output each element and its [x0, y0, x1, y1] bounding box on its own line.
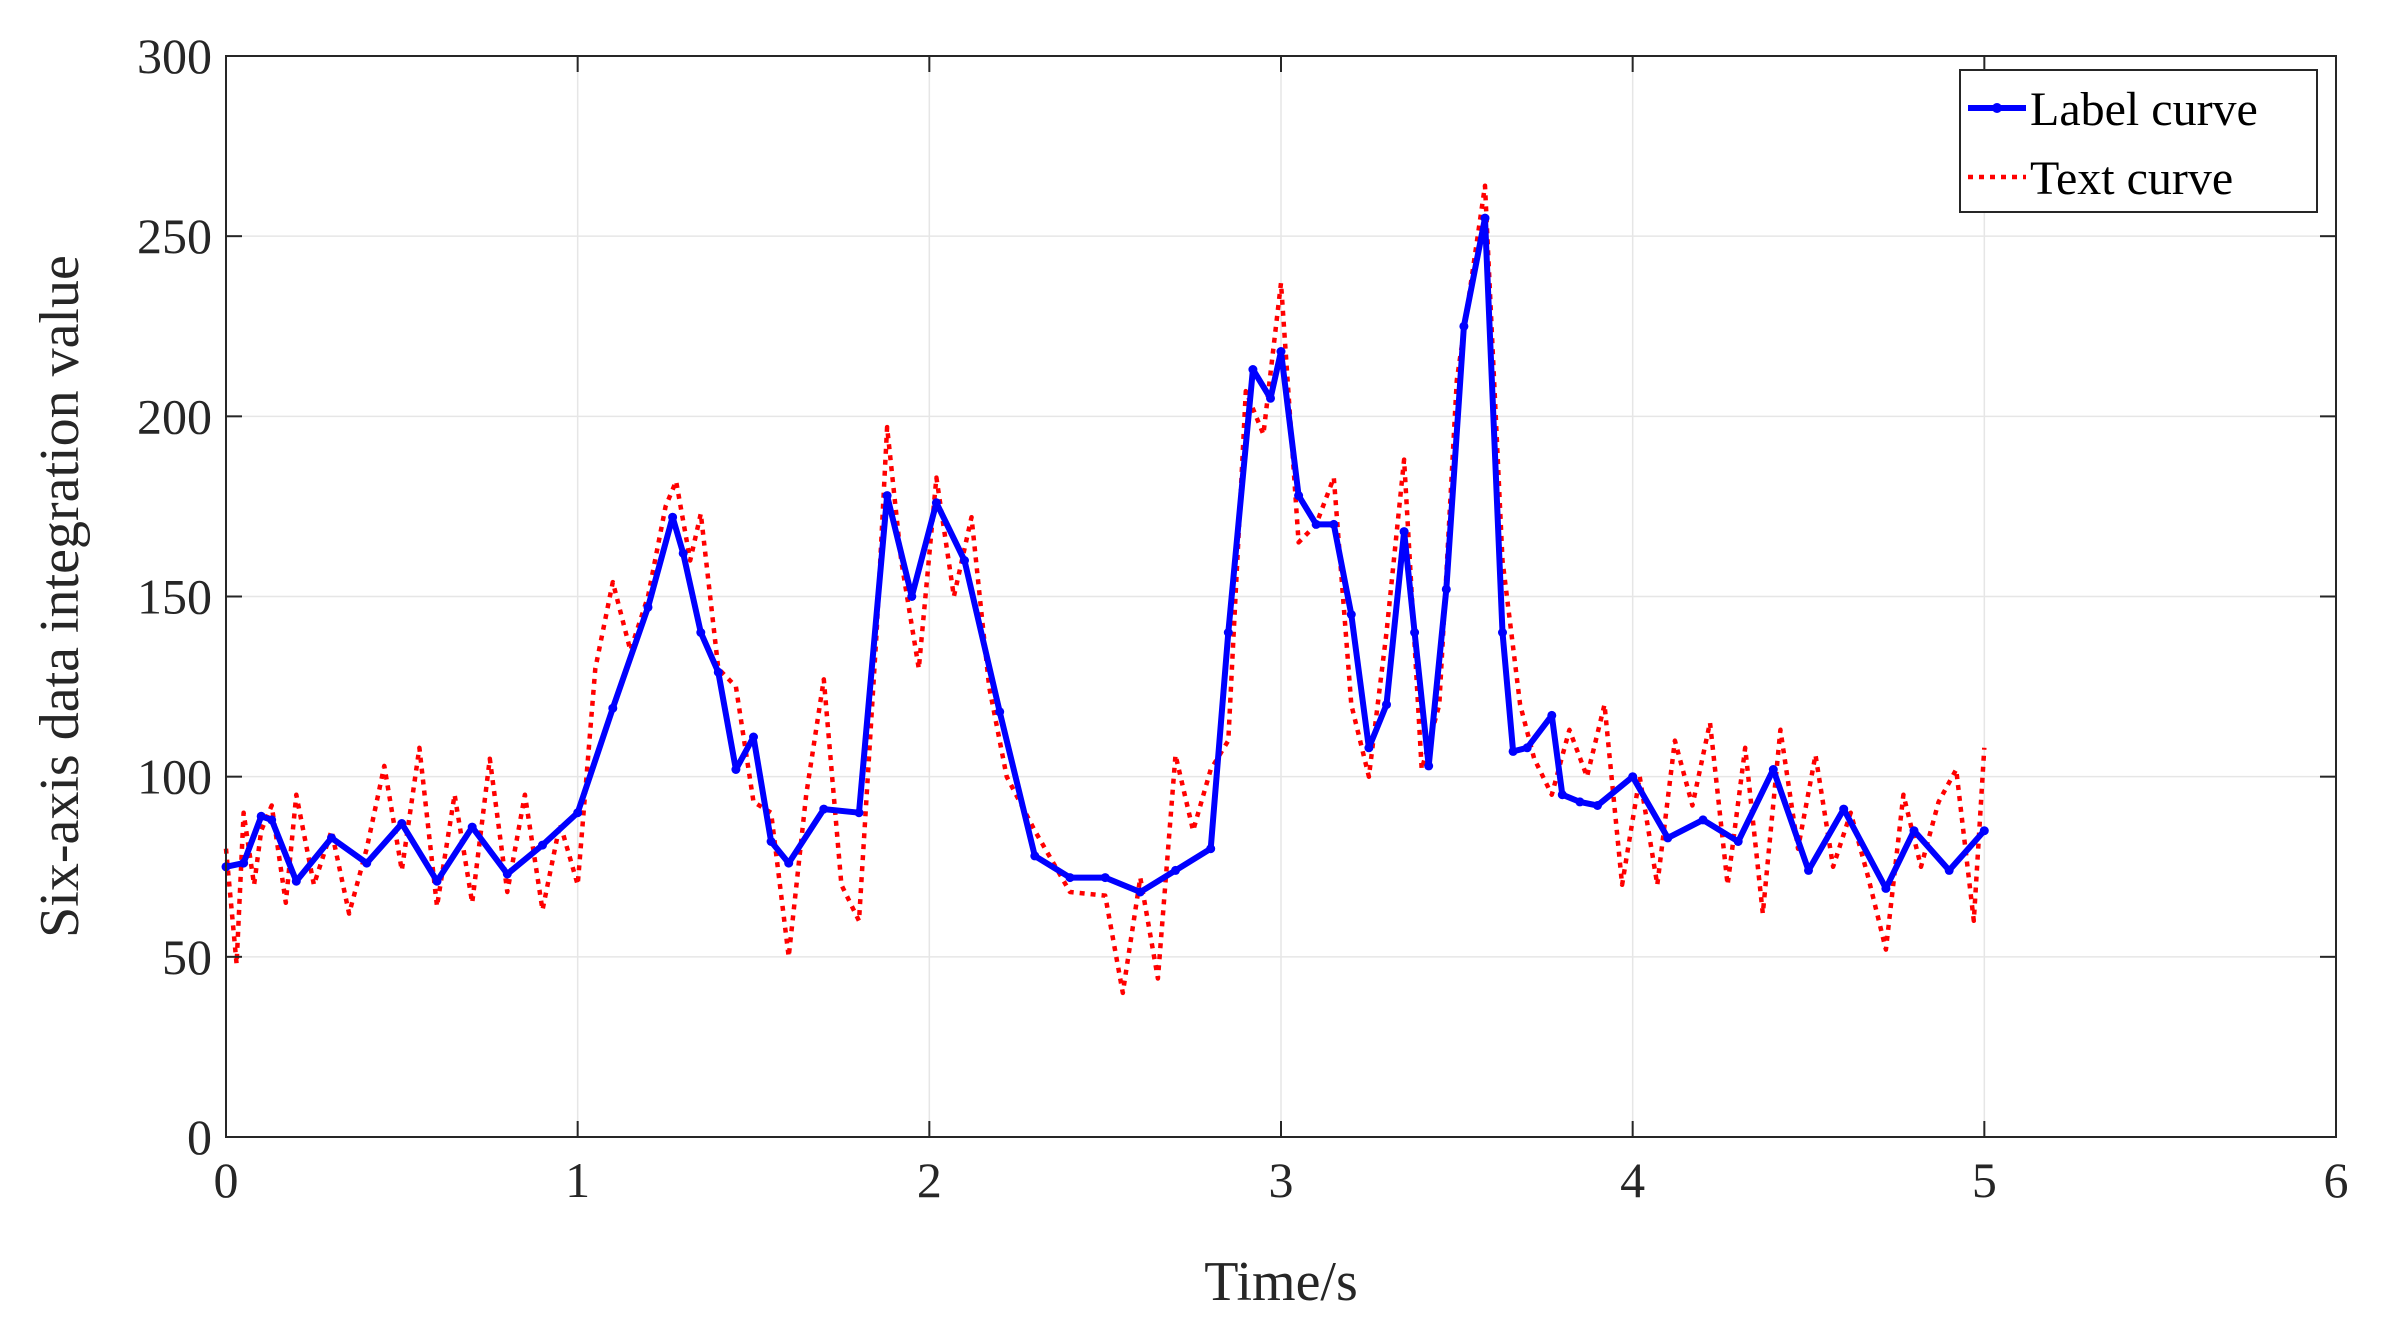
data-point-label-curve [1441, 584, 1451, 594]
data-point-label-curve [1498, 628, 1507, 637]
x-tick-label: 6 [2324, 1152, 2349, 1208]
data-point-label-curve [397, 819, 407, 828]
data-point-label-curve [784, 858, 794, 868]
data-point-label-curve [1266, 393, 1275, 403]
data-point-label-curve [502, 869, 512, 879]
data-point-label-curve [1522, 743, 1532, 753]
data-point-label-curve [1575, 797, 1585, 807]
data-point-label-curve [854, 808, 864, 818]
data-point-label-curve [467, 822, 477, 832]
data-point-label-curve [1424, 761, 1434, 771]
legend-marker-label-curve [1992, 103, 2002, 113]
data-point-label-curve [1768, 765, 1778, 774]
y-tick-labels: 0 50 100 150 200 250 300 [137, 28, 212, 1165]
x-tick-label: 0 [214, 1152, 239, 1208]
data-point-label-curve [1557, 790, 1567, 800]
data-point-label-curve [267, 815, 277, 825]
series-line-label-curve [225, 215, 1987, 895]
data-point-label-curve [668, 512, 678, 522]
data-point-label-curve [1628, 772, 1638, 782]
data-point-label-curve [1248, 365, 1258, 374]
data-point-label-curve [1030, 851, 1040, 861]
x-tick-labels: 0 1 2 3 4 5 6 [214, 1152, 2349, 1208]
data-point-label-curve [1593, 801, 1602, 810]
data-point-label-curve [1944, 865, 1954, 875]
data-point-label-curve [1364, 743, 1374, 753]
data-point-label-curve [256, 811, 266, 821]
data-point-label-curve [1881, 883, 1891, 893]
data-point-label-curve [291, 876, 301, 886]
data-point-label-curve [608, 703, 618, 713]
y-axis-label: Six-axis data integration value [29, 255, 91, 938]
legend-entry-label-curve: Label curve [2030, 83, 2258, 136]
data-point-label-curve [362, 858, 372, 868]
x-tick-label: 1 [565, 1152, 590, 1208]
legend: Label curve Text curve [1959, 69, 2318, 213]
y-tick-label: 150 [137, 569, 212, 625]
y-tick-label: 300 [137, 28, 212, 84]
data-point-label-curve [931, 498, 941, 508]
data-point-label-curve [1100, 873, 1110, 883]
data-point-label-curve [907, 592, 917, 601]
data-point-label-curve [1733, 837, 1743, 846]
series-group [221, 183, 1989, 996]
x-tick-label: 2 [917, 1152, 942, 1208]
data-point-label-curve [1382, 700, 1391, 710]
data-point-label-curve [995, 707, 1005, 717]
data-point-label-curve [1346, 610, 1356, 619]
data-point-label-curve [1459, 321, 1469, 331]
data-point-label-curve [432, 876, 442, 886]
data-point-label-curve [696, 628, 706, 637]
data-point-label-curve [819, 804, 829, 814]
data-point-label-curve [538, 840, 547, 850]
data-point-label-curve [1804, 865, 1813, 875]
data-point-label-curve [1979, 826, 1989, 836]
y-tick-label: 100 [137, 749, 212, 805]
data-point-label-curve [1206, 844, 1216, 854]
x-tick-label: 3 [1269, 1152, 1294, 1208]
y-tick-label: 200 [137, 388, 212, 444]
data-point-label-curve [1698, 815, 1708, 825]
data-point-label-curve [1276, 347, 1286, 356]
data-point-label-curve [239, 858, 249, 868]
data-point-label-curve [749, 732, 758, 742]
data-point-label-curve [1547, 710, 1557, 720]
legend-entry-text-curve: Text curve [2030, 152, 2233, 205]
series-markers-label-curve [221, 213, 1989, 897]
data-point-label-curve [327, 833, 336, 843]
data-point-label-curve [1329, 519, 1339, 529]
data-point-label-curve [573, 808, 583, 818]
data-point-label-curve [960, 556, 969, 565]
data-point-label-curve [643, 602, 653, 612]
data-point-label-curve [1839, 804, 1849, 814]
y-tick-label: 50 [162, 929, 212, 985]
data-point-label-curve [882, 491, 892, 501]
data-point-label-curve [1663, 833, 1673, 843]
legend-box [1959, 69, 2318, 213]
data-point-label-curve [1065, 873, 1075, 883]
data-point-label-curve [1311, 519, 1321, 529]
data-point-label-curve [1508, 746, 1518, 756]
data-point-label-curve [1135, 887, 1145, 897]
x-tick-label: 5 [1972, 1152, 1997, 1208]
y-tick-label: 0 [187, 1109, 212, 1165]
data-point-label-curve [1294, 491, 1304, 501]
data-point-label-curve [1223, 628, 1233, 637]
y-tick-label: 250 [137, 208, 212, 264]
data-point-label-curve [1480, 213, 1490, 223]
data-point-label-curve [713, 667, 723, 677]
data-point-label-curve [1399, 527, 1409, 537]
series-line-text-curve [223, 183, 1987, 996]
data-point-label-curve [1410, 628, 1420, 637]
x-tick-label: 4 [1620, 1152, 1645, 1208]
data-point-label-curve [1909, 826, 1919, 836]
data-point-label-curve [1171, 865, 1180, 875]
x-axis-label: Time/s [1204, 1251, 1358, 1313]
data-point-label-curve [766, 837, 776, 846]
data-point-label-curve [731, 765, 741, 774]
data-point-label-curve [678, 548, 688, 558]
